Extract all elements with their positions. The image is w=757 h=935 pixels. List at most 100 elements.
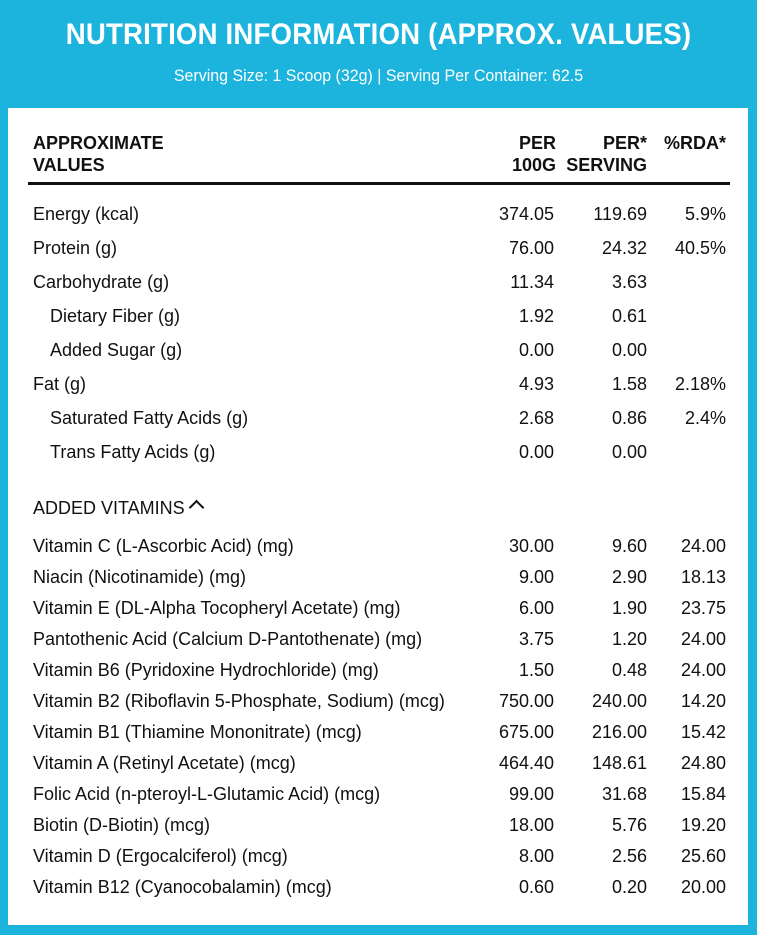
table-row: Pantothenic Acid (Calcium D-Pantothenate… [8,623,748,655]
per-100g-value: 675.00 [498,722,554,742]
col-head-per-serving: PER* SERVING [566,132,647,176]
table-row: Vitamin B12 (Cyanocobalamin) (mcg) 0.60 0.… [8,871,748,903]
column-headers: APPROXIMATE VALUES PER 100G PER* SERVING… [8,132,748,184]
rda-value: 19.20 [680,815,726,835]
header-rule [28,182,730,185]
rda-value: 18.13 [680,567,726,587]
table-row: Fat (g) 4.93 1.58 2.18% [8,368,748,400]
rda-value: 25.60 [680,846,726,866]
col-head-per100: PER 100G [512,132,556,176]
row-label: Added Sugar (g) [50,340,183,360]
per-100g-value: 6.00 [518,598,554,618]
col-head-values: APPROXIMATE VALUES [33,132,164,176]
per-100g-value: 3.75 [518,629,554,649]
per-serving-value: 1.90 [611,598,647,618]
table-row: Niacin (Nicotinamide) (mg) 9.00 2.90 18.13 [8,561,748,593]
row-label: Vitamin B1 (Thiamine Mononitrate) (mcg) [33,722,362,742]
per-serving-value: 3.63 [611,272,647,292]
col-head-perserv-line1: PER* [602,133,647,153]
per-100g-value: 76.00 [508,238,554,258]
row-label: Dietary Fiber (g) [50,306,181,326]
per-serving-value: 9.60 [611,536,647,556]
per-100g-value: 750.00 [498,691,554,711]
table-row: Energy (kcal) 374.05 119.69 5.9% [8,198,748,230]
row-label: Vitamin C (L-Ascorbic Acid) (mg) [33,536,294,556]
rda-value: 24.00 [680,629,726,649]
per-100g-value: 99.00 [508,784,554,804]
row-label: Protein (g) [33,238,118,258]
serving-info: Serving Size: 1 Scoop (32g) | Serving Pe… [173,66,584,85]
per-100g-value: 374.05 [498,204,554,224]
row-label: Vitamin B6 (Pyridoxine Hydrochloride) (m… [33,660,379,680]
table-row: Trans Fatty Acids (g) 0.00 0.00 [8,436,748,468]
per-serving-value: 0.48 [611,660,647,680]
table-row: Saturated Fatty Acids (g) 2.68 0.86 2.4% [8,402,748,434]
col-head-rda-label: %RDA* [663,133,726,153]
col-head-values-line1: APPROXIMATE [33,133,164,153]
rda-value: 20.00 [680,877,726,897]
row-label: Saturated Fatty Acids (g) [50,408,249,428]
table-row: Vitamin E (DL-Alpha Tocopheryl Acetate) … [8,592,748,624]
rda-value: 24.00 [680,536,726,556]
per-serving-value: 119.69 [593,204,647,224]
col-head-rda: %RDA* [664,132,726,154]
per-100g-value: 30.00 [508,536,554,556]
added-vitamins-heading: ADDED VITAMINS [33,498,204,519]
per-100g-value: 0.00 [518,340,554,360]
table-row: Vitamin D (Ergocalciferol) (mcg) 8.00 2.56… [8,840,748,872]
table-row: Biotin (D-Biotin) (mcg) 18.00 5.76 19.20 [8,809,748,841]
per-serving-value: 0.61 [611,306,647,326]
row-label: Folic Acid (n-pteroyl-L-Glutamic Acid) (… [33,784,381,804]
row-label: Carbohydrate (g) [33,272,170,292]
row-label: Vitamin B2 (Riboflavin 5-Phosphate, Sodi… [33,691,445,711]
per-serving-value: 1.20 [611,629,647,649]
row-label: Vitamin A (Retinyl Acetate) (mcg) [33,753,296,773]
label-title: NUTRITION INFORMATION (APPROX. VALUES) [65,18,692,51]
table-row: Carbohydrate (g) 11.34 3.63 [8,266,748,298]
per-serving-value: 0.20 [611,877,647,897]
per-serving-value: 148.61 [591,753,647,773]
per-serving-value: 240.00 [591,691,647,711]
per-100g-value: 9.00 [518,567,554,587]
col-head-perserv-line2: SERVING [566,155,647,175]
rda-value: 2.4% [684,408,726,428]
per-serving-value: 5.76 [611,815,647,835]
rda-value: 24.00 [680,660,726,680]
per-100g-value: 0.00 [518,442,554,462]
per-100g-value: 1.92 [518,306,554,326]
nutrition-table: APPROXIMATE VALUES PER 100G PER* SERVING… [8,108,748,925]
per-100g-value: 1.50 [518,660,554,680]
per-100g-value: 18.00 [508,815,554,835]
rda-value: 2.18% [674,374,726,394]
per-100g-value: 0.60 [518,877,554,897]
row-label: Vitamin E (DL-Alpha Tocopheryl Acetate) … [33,598,401,618]
table-row: Vitamin C (L-Ascorbic Acid) (mg) 30.00 9.6… [8,530,748,562]
row-label: Niacin (Nicotinamide) (mg) [33,567,247,587]
col-head-per100-line2: 100G [511,155,556,175]
row-label: Fat (g) [33,374,87,394]
table-row: Dietary Fiber (g) 1.92 0.61 [8,300,748,332]
per-100g-value: 2.68 [518,408,554,428]
row-label: Vitamin D (Ergocalciferol) (mcg) [33,846,288,866]
col-head-values-line2: VALUES [33,155,105,175]
per-serving-value: 2.56 [611,846,647,866]
rda-value: 14.20 [680,691,726,711]
per-serving-value: 24.32 [601,238,647,258]
per-serving-value: 0.00 [611,442,647,462]
per-100g-value: 8.00 [518,846,554,866]
table-row: Vitamin B6 (Pyridoxine Hydrochloride) (m… [8,654,748,686]
per-serving-value: 216.00 [591,722,647,742]
table-row: Vitamin A (Retinyl Acetate) (mcg) 464.40 1… [8,747,748,779]
added-vitamins-label: ADDED VITAMINS [33,498,185,518]
table-row: Vitamin B2 (Riboflavin 5-Phosphate, Sodi… [8,685,748,717]
table-row: Vitamin B1 (Thiamine Mononitrate) (mcg) 6… [8,716,748,748]
rda-value: 5.9% [684,204,726,224]
per-100g-value: 464.40 [498,753,554,773]
table-row: Folic Acid (n-pteroyl-L-Glutamic Acid) (… [8,778,748,810]
rda-value: 40.5% [674,238,726,258]
rda-value: 15.42 [680,722,726,742]
rda-value: 15.84 [680,784,726,804]
per-serving-value: 0.00 [611,340,647,360]
row-label: Biotin (D-Biotin) (mcg) [33,815,211,835]
